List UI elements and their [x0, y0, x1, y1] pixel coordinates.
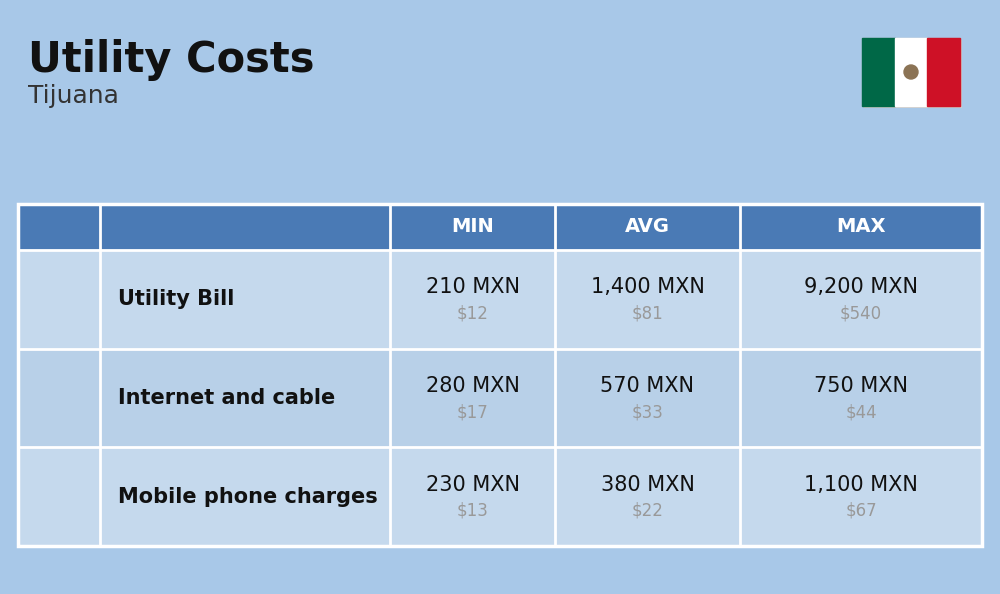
Text: $67: $67: [845, 502, 877, 520]
Text: 1,400 MXN: 1,400 MXN: [591, 277, 704, 298]
Text: $44: $44: [845, 403, 877, 421]
Text: Utility Costs: Utility Costs: [28, 39, 314, 81]
Bar: [18, 447, 982, 546]
Text: 750 MXN: 750 MXN: [814, 376, 908, 396]
Text: $33: $33: [632, 403, 663, 421]
Text: $540: $540: [840, 304, 882, 323]
Text: 1,100 MXN: 1,100 MXN: [804, 475, 918, 495]
Text: 230 MXN: 230 MXN: [426, 475, 520, 495]
Text: 9,200 MXN: 9,200 MXN: [804, 277, 918, 298]
Text: Internet and cable: Internet and cable: [118, 388, 335, 408]
Text: $13: $13: [457, 502, 488, 520]
Text: 210 MXN: 210 MXN: [426, 277, 520, 298]
Text: 380 MXN: 380 MXN: [601, 475, 694, 495]
Bar: [18, 204, 982, 546]
Bar: [18, 204, 982, 250]
FancyBboxPatch shape: [864, 40, 962, 108]
Text: 570 MXN: 570 MXN: [600, 376, 694, 396]
Bar: [18, 250, 982, 349]
Text: Utility Bill: Utility Bill: [118, 289, 234, 309]
FancyBboxPatch shape: [862, 38, 960, 106]
Text: MIN: MIN: [451, 217, 494, 236]
Text: MAX: MAX: [836, 217, 886, 236]
Text: $81: $81: [632, 304, 663, 323]
Bar: [862, 38, 895, 106]
Text: Mobile phone charges: Mobile phone charges: [118, 486, 378, 507]
Text: $12: $12: [457, 304, 488, 323]
Text: AVG: AVG: [625, 217, 670, 236]
Text: $22: $22: [632, 502, 663, 520]
Bar: [895, 38, 927, 106]
Text: 280 MXN: 280 MXN: [426, 376, 519, 396]
Bar: [18, 349, 982, 447]
Text: $17: $17: [457, 403, 488, 421]
Text: Tijuana: Tijuana: [28, 84, 119, 108]
Bar: [927, 38, 960, 106]
Circle shape: [904, 65, 918, 79]
